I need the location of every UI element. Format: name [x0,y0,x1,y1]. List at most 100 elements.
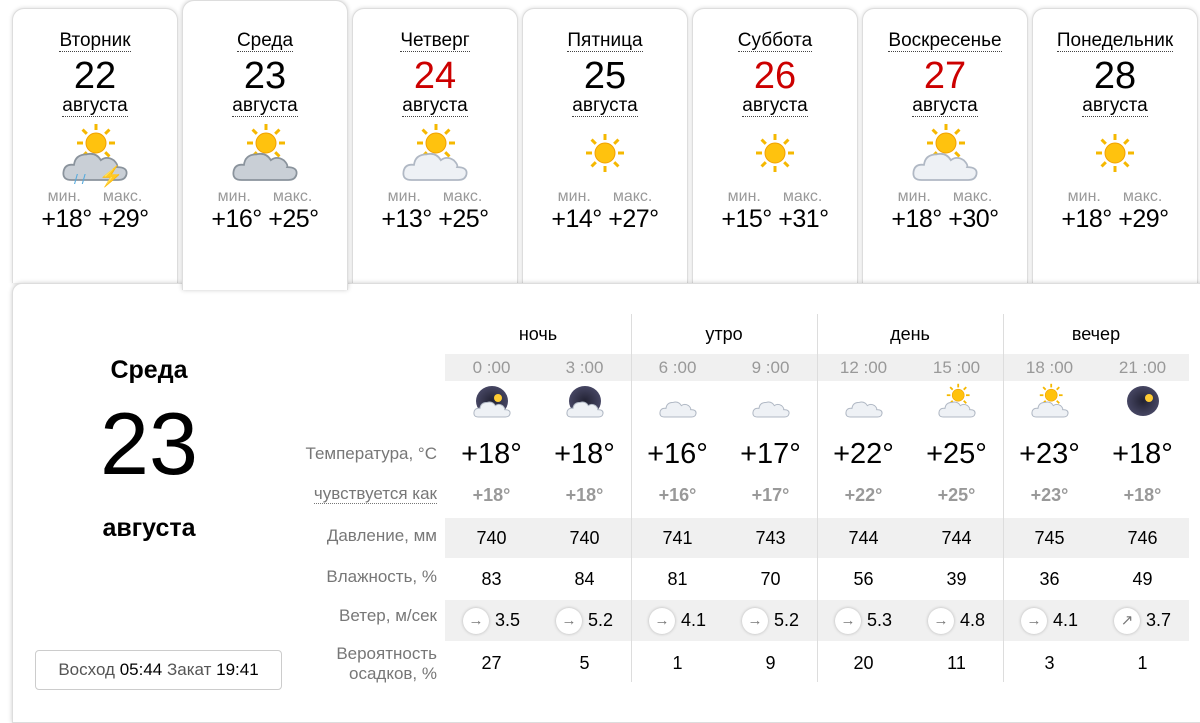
wind-direction-icon: → [834,607,861,634]
min-label: мин. [1067,188,1101,205]
hour-time: 21 :00 [1118,357,1167,377]
selected-day-name: Среда [110,356,188,384]
wind-direction-icon: → [462,607,489,634]
wind-speed: 3.5 [494,610,521,630]
max-label: макс. [102,188,143,205]
pressure: 744 [848,527,879,548]
day-month: августа [572,95,638,117]
day-tab[interactable]: Пятница 25 августа мин. макс. +14° +27° [522,8,688,283]
wind-direction-icon: → [555,607,582,634]
max-temp: +30° [948,205,999,233]
min-temp: +18° [41,205,92,233]
min-label: мин. [727,188,761,205]
min-temp: +18° [1061,205,1112,233]
hour-time: 18 :00 [1025,357,1074,377]
day-detail-panel: Среда 23 августа Восход 05:44 Закат 19:4… [12,283,1200,723]
feels-like-label: чувствуется как [313,484,437,504]
min-temp: +13° [381,205,432,233]
period-3: вечер [1071,324,1121,344]
max-temp: +31° [778,205,829,233]
hour-time: 6 :00 [658,357,697,377]
pressure: 740 [569,527,600,548]
max-temp: +27° [608,205,659,233]
period-divider [1003,314,1004,682]
feels-like: +18° [1123,484,1162,505]
temperature: +17° [740,437,801,470]
day-month: августа [62,95,128,117]
min-temp: +15° [721,205,772,233]
day-tab[interactable]: Понедельник 28 августа мин. макс. +18° +2… [1032,8,1198,283]
precipitation-probability: 9 [765,652,776,673]
wind-direction-icon: → [927,607,954,634]
day-month: августа [912,95,978,117]
hour-time: 0 :00 [472,357,511,377]
temperature-label: Температура, °C [305,444,437,463]
wind-speed: 5.2 [773,610,800,630]
cloud-icon [658,386,698,423]
sun-cloud-icon [1030,383,1070,423]
wind-speed: 5.2 [587,610,614,630]
wind-row: Ветер, м/сек → 3.5 → 5.2 → 4.1 → 5.2 → 5.3 → 4.8 → 4.1… [13,600,1200,641]
humidity: 84 [574,568,595,589]
selected-day-date: 23 [100,394,198,493]
hour-time: 15 :00 [932,357,981,377]
sun-icon [693,117,857,189]
pressure: 745 [1034,527,1065,548]
humidity: 36 [1039,568,1060,589]
feels-like: +16° [658,484,697,505]
humidity: 81 [667,568,688,589]
precipitation-probability: 5 [579,652,590,673]
max-label: макс. [1122,188,1163,205]
precipitation-probability: 1 [672,652,683,673]
wind-direction-icon: ↗ [1113,607,1140,634]
max-label: макс. [272,188,313,205]
hour-time: 9 :00 [751,357,790,377]
pressure: 740 [476,527,507,548]
wind-speed: 4.1 [1052,610,1079,630]
sun-cloud-icon [937,383,977,423]
day-name: Четверг [400,30,470,52]
day-tab[interactable]: Среда 23 августа мин. макс. +16° +25° [182,0,348,290]
day-date: 26 [753,55,797,97]
night-moon-cloud-icon [472,385,512,423]
period-divider [631,314,632,682]
min-temp: +14° [551,205,602,233]
feels-like: +25° [937,484,976,505]
sun-cloud-thunderstorm-rain-icon: ⚡ / / [13,117,177,189]
pressure-row: Давление, мм 740 740 741 743 744 744 745 746 [13,518,1200,558]
day-tab[interactable]: Четверг 24 августа мин. макс. +13° +25° [352,8,518,283]
period-1: утро [705,324,743,344]
precipitation-probability: 3 [1044,652,1055,673]
day-date: 24 [413,55,457,97]
humidity-label: Влажность, % [326,567,437,586]
day-tab[interactable]: Суббота 26 августа мин. макс. +15° +31° [692,8,858,283]
humidity: 49 [1132,568,1153,589]
temperature: +16° [647,437,708,470]
precipitation-probability: 20 [853,652,874,673]
humidity: 39 [946,568,967,589]
max-label: макс. [442,188,483,205]
wind-label: Ветер, м/сек [339,606,437,625]
temperature: +22° [833,437,894,470]
max-label: макс. [952,188,993,205]
humidity: 56 [853,568,874,589]
precipitation-label: Вероятность осадков, % [336,644,437,683]
time-row: 0 :00 3 :00 6 :00 9 :00 12 :00 15 :00 18 :00 21… [13,354,1200,381]
max-temp: +29° [98,205,149,233]
period-0: ночь [518,324,558,344]
min-label: мин. [47,188,81,205]
humidity: 83 [481,568,502,589]
temperature: +18° [554,437,615,470]
day-tab[interactable]: Воскресенье 27 августа мин. макс. +18° +3… [862,8,1028,283]
night-overcast-icon [565,385,605,423]
sunrise-label: Восход [58,660,115,679]
day-month: августа [402,95,468,117]
pressure: 744 [941,527,972,548]
day-month: августа [742,95,808,117]
wind-speed: 4.8 [959,610,986,630]
period-2: день [890,324,930,344]
day-tab[interactable]: Вторник 22 августа ⚡ / / мин. макс. +18° +… [12,8,178,283]
wind-direction-icon: → [741,607,768,634]
selected-day-month: августа [102,514,196,542]
day-tabs: Вторник 22 августа ⚡ / / мин. макс. +18° +… [12,0,1200,290]
